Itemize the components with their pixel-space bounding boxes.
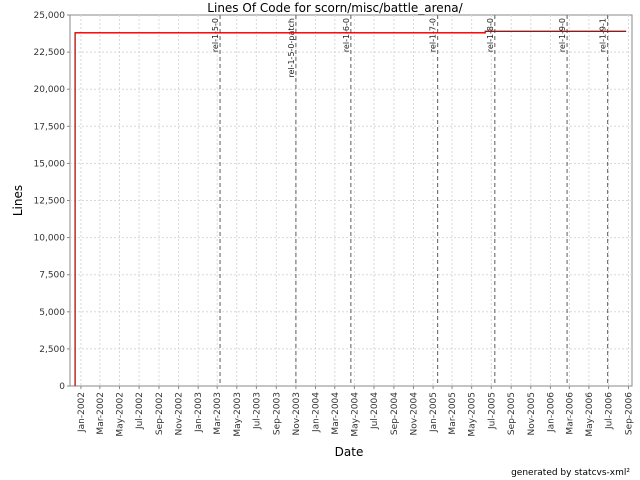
y-tick-label: 7,500 — [39, 271, 65, 281]
x-tick-label: May-2004 — [350, 392, 360, 437]
x-tick-label: Mar-2005 — [448, 392, 458, 435]
x-tick-label: Jan-2002 — [77, 392, 87, 433]
y-tick-label: 20,000 — [34, 85, 66, 95]
x-tick-label: May-2002 — [115, 392, 125, 437]
y-tick-label: 2,500 — [39, 345, 65, 355]
release-marker-label: rel-1-9-0 — [558, 18, 567, 52]
x-tick-label: Mar-2002 — [96, 392, 106, 435]
x-tick-label: May-2006 — [585, 392, 595, 437]
x-tick-label: Mar-2004 — [331, 392, 341, 435]
series-group — [74, 30, 627, 386]
x-tick-label: Nov-2004 — [409, 392, 419, 436]
x-tick-label: Nov-2003 — [292, 392, 302, 435]
credit-text: generated by statcvs-xml² — [511, 468, 630, 478]
x-tick-label: Sep-2002 — [155, 392, 165, 435]
x-tick-label: Jul-2006 — [605, 392, 615, 430]
x-tick-label: Nov-2002 — [175, 392, 185, 435]
release-marker-label: rel-1-7-0 — [429, 18, 438, 52]
y-tick-label: 0 — [59, 382, 65, 392]
x-axis: Jan-2002 Mar-2002 May-2002 Jul-2002 Sep-2002… — [77, 386, 634, 437]
loc-series-line — [74, 30, 627, 386]
release-marker-label: rel-1-6-0 — [342, 18, 351, 52]
x-tick-label: Jul-2005 — [487, 392, 497, 430]
x-tick-label: Sep-2006 — [624, 392, 634, 435]
release-marker-label: rel-1-8-0 — [486, 18, 495, 52]
y-tick-label: 22,500 — [34, 48, 66, 58]
x-tick-label: Jan-2006 — [546, 392, 556, 433]
y-tick-label: 25,000 — [34, 11, 66, 21]
x-tick-label: May-2003 — [233, 392, 243, 437]
x-axis-label: Date — [335, 445, 364, 459]
x-tick-label: Nov-2005 — [527, 392, 537, 435]
x-tick-label: Jul-2004 — [370, 392, 380, 430]
x-tick-label: Sep-2004 — [390, 392, 400, 435]
x-tick-label: Jul-2002 — [135, 392, 145, 430]
x-tick-label: Mar-2003 — [213, 392, 223, 435]
x-tick-label: Jan-2003 — [194, 392, 204, 433]
y-tick-label: 12,500 — [34, 197, 66, 207]
x-tick-label: Sep-2005 — [507, 392, 517, 435]
release-marker-label: rel-1-5-0-patch — [287, 18, 296, 78]
release-marker-label: rel-1-5-0 — [211, 18, 220, 52]
x-tick-label: Mar-2006 — [565, 392, 575, 435]
y-tick-label: 5,000 — [39, 308, 65, 318]
chart-title: Lines Of Code for scorn/misc/battle_aren… — [207, 1, 463, 15]
x-tick-label: Sep-2003 — [272, 392, 282, 435]
y-axis: 0 2,500 5,000 7,500 10,000 12,500 15,000 17,500… — [34, 11, 70, 392]
y-tick-label: 17,500 — [34, 122, 66, 132]
y-tick-label: 10,000 — [34, 234, 66, 244]
x-tick-label: Jan-2004 — [311, 392, 321, 433]
x-tick-label: May-2005 — [468, 392, 478, 437]
x-tick-label: Jul-2003 — [252, 392, 262, 430]
release-marker-label: rel-1-9-1 — [599, 18, 608, 52]
y-tick-label: 15,000 — [34, 159, 66, 169]
y-axis-label: Lines — [11, 185, 25, 216]
x-tick-label: Jan-2005 — [429, 392, 439, 433]
grid — [70, 15, 632, 386]
release-annotations: rel-1-5-0 rel-1-5-0-patch rel-1-6-0 rel-1-7… — [211, 15, 609, 386]
